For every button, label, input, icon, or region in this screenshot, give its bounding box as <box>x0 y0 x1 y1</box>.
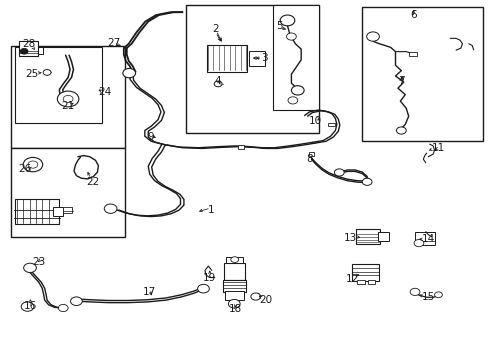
Circle shape <box>28 161 38 168</box>
Bar <box>362 7 484 141</box>
Circle shape <box>414 239 424 247</box>
Text: 17: 17 <box>143 287 156 297</box>
Bar <box>249 51 265 66</box>
Circle shape <box>214 81 222 87</box>
Text: 9: 9 <box>147 132 153 142</box>
Text: 27: 27 <box>107 38 121 48</box>
Text: 23: 23 <box>32 257 46 267</box>
Circle shape <box>123 68 136 78</box>
Bar <box>224 263 245 280</box>
Text: 8: 8 <box>306 154 313 164</box>
Bar <box>328 123 335 126</box>
Text: 28: 28 <box>23 40 36 49</box>
Text: 20: 20 <box>259 295 272 305</box>
Text: 19: 19 <box>203 273 216 283</box>
Circle shape <box>396 127 406 134</box>
Circle shape <box>435 292 442 298</box>
Circle shape <box>24 263 36 273</box>
Circle shape <box>251 293 261 300</box>
Text: 6: 6 <box>410 10 417 20</box>
Text: 18: 18 <box>229 304 242 314</box>
Text: 12: 12 <box>346 274 359 284</box>
Bar <box>11 148 125 237</box>
Text: 16: 16 <box>24 301 37 311</box>
Circle shape <box>231 257 239 262</box>
Bar <box>225 291 244 300</box>
Circle shape <box>71 297 82 306</box>
Text: 5: 5 <box>276 21 283 31</box>
Text: 24: 24 <box>98 87 111 97</box>
Bar <box>223 280 246 292</box>
Bar <box>409 52 416 55</box>
Bar <box>309 152 315 156</box>
Text: 2: 2 <box>212 24 219 35</box>
Bar <box>63 207 72 213</box>
Bar <box>226 257 243 263</box>
Circle shape <box>104 204 117 213</box>
Text: 4: 4 <box>215 76 221 86</box>
Text: 10: 10 <box>309 116 322 126</box>
Text: 13: 13 <box>343 233 357 243</box>
Text: 26: 26 <box>19 164 32 174</box>
Circle shape <box>43 69 51 75</box>
Bar <box>15 199 59 224</box>
Bar <box>415 231 435 245</box>
Circle shape <box>23 157 43 172</box>
Circle shape <box>58 305 68 312</box>
Bar <box>351 264 379 281</box>
Text: 1: 1 <box>207 206 214 216</box>
Bar <box>186 5 319 134</box>
Circle shape <box>280 15 295 26</box>
Text: 7: 7 <box>398 76 405 86</box>
Bar <box>378 232 389 241</box>
Circle shape <box>287 33 296 40</box>
Bar <box>207 45 247 72</box>
Text: 15: 15 <box>421 292 435 302</box>
Circle shape <box>20 48 28 54</box>
Bar <box>357 280 365 284</box>
Circle shape <box>21 302 34 311</box>
Bar <box>368 280 375 284</box>
Circle shape <box>292 86 304 95</box>
Circle shape <box>362 178 372 185</box>
Circle shape <box>367 32 379 41</box>
Bar <box>356 229 380 244</box>
Circle shape <box>410 288 420 296</box>
Circle shape <box>197 284 209 293</box>
Text: 3: 3 <box>261 53 268 63</box>
Text: 21: 21 <box>62 102 75 112</box>
Circle shape <box>63 95 73 103</box>
Bar <box>15 47 102 123</box>
Circle shape <box>334 169 344 176</box>
Bar <box>273 5 319 110</box>
Bar <box>11 45 125 148</box>
Text: 22: 22 <box>86 177 99 187</box>
Circle shape <box>228 300 240 308</box>
Circle shape <box>57 91 79 107</box>
Circle shape <box>288 97 298 104</box>
Text: 25: 25 <box>25 69 38 79</box>
Bar <box>19 41 38 56</box>
Bar <box>53 207 63 216</box>
Text: 11: 11 <box>431 143 444 153</box>
Text: 14: 14 <box>421 234 435 244</box>
Bar <box>238 145 244 149</box>
